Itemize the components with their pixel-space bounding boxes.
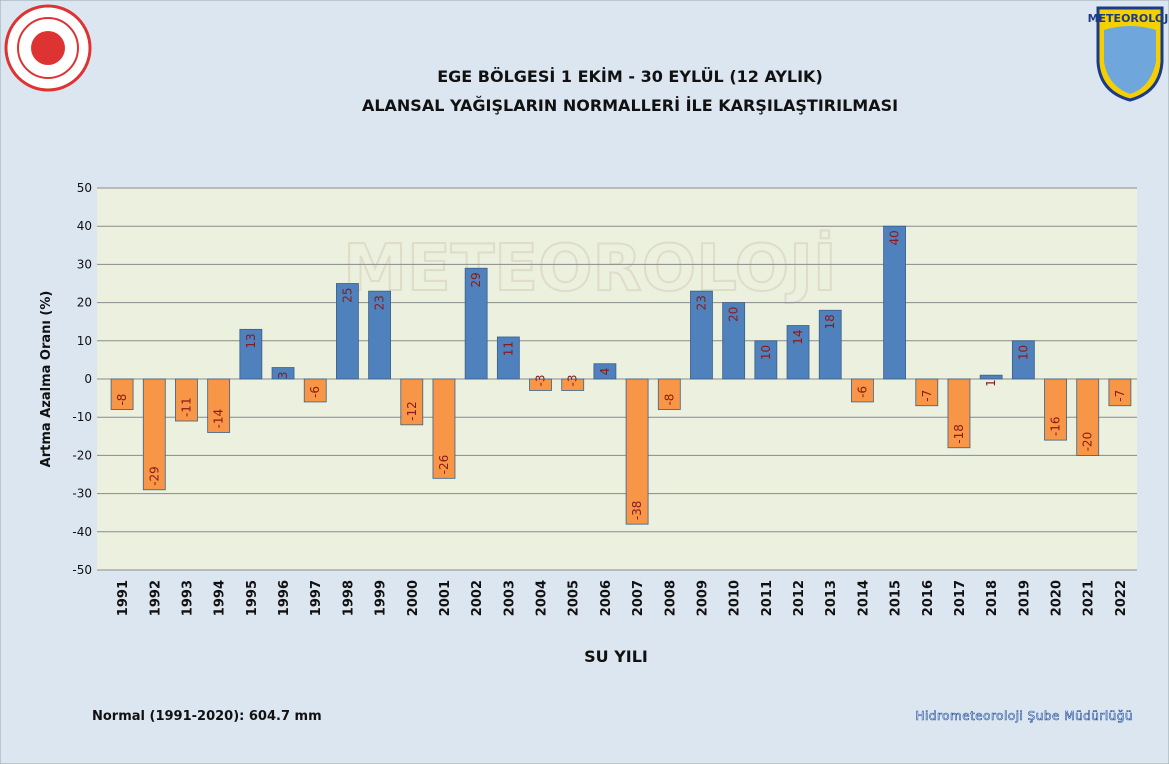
- y-tick-label: 0: [84, 372, 92, 386]
- data-label: -8: [662, 394, 676, 406]
- data-label: -14: [212, 409, 226, 429]
- y-tick-label: -20: [72, 448, 92, 462]
- x-tick-label: 2010: [728, 580, 743, 616]
- data-label: -12: [405, 401, 419, 421]
- y-tick-label: 40: [77, 219, 92, 233]
- watermark: METEOROLOJİ: [343, 230, 836, 306]
- y-axis-label: Artma Azalma Oranı (%): [39, 291, 54, 468]
- chart-title: EGE BÖLGESİ 1 EKİM - 30 EYLÜL (12 AYLIK): [437, 67, 823, 86]
- data-label: -16: [1049, 417, 1063, 437]
- bar: [884, 226, 906, 379]
- y-tick-label: -10: [72, 410, 92, 424]
- data-label: 3: [276, 372, 290, 380]
- x-tick-label: 1998: [341, 580, 356, 616]
- x-tick-label: 1992: [148, 580, 163, 616]
- data-label: 29: [469, 272, 483, 287]
- y-tick-label: 10: [77, 334, 92, 348]
- x-tick-label: 1991: [116, 580, 131, 616]
- x-tick-label: 1999: [374, 580, 389, 616]
- x-tick-label: 2004: [535, 580, 550, 616]
- data-label: 20: [727, 307, 741, 322]
- x-tick-label: 2011: [760, 580, 775, 616]
- data-label: -6: [855, 386, 869, 398]
- x-tick-label: 2009: [695, 580, 710, 616]
- chart: METEOROLOJİ METEOROLOJİ EGE BÖLGESİ 1 EK…: [0, 0, 1169, 764]
- data-label: 10: [1016, 345, 1030, 360]
- x-tick-label: 2012: [792, 580, 807, 616]
- page: METEOROLOJİ METEOROLOJİ EGE BÖLGESİ 1 EK…: [0, 0, 1169, 764]
- data-label: -11: [179, 397, 193, 417]
- data-label: 25: [340, 288, 354, 303]
- data-label: -3: [534, 374, 548, 386]
- data-label: -26: [437, 455, 451, 475]
- data-label: 10: [759, 345, 773, 360]
- y-tick-label: -50: [72, 563, 92, 577]
- data-label: -38: [630, 501, 644, 521]
- data-label: 14: [791, 330, 805, 345]
- x-tick-label: 2020: [1050, 580, 1065, 616]
- y-tick-label: -30: [72, 487, 92, 501]
- data-label: 1: [984, 379, 998, 387]
- credit: Hidrometeoroloji Şube Müdürlüğü: [916, 709, 1133, 723]
- y-tick-label: 50: [77, 181, 92, 195]
- chart-subtitle: ALANSAL YAĞIŞLARIN NORMALLERİ İLE KARŞIL…: [362, 96, 898, 115]
- x-tick-label: 2014: [856, 580, 871, 616]
- x-tick-label: 1994: [213, 580, 228, 616]
- x-tick-label: 2003: [502, 580, 517, 616]
- data-label: 40: [888, 230, 902, 245]
- x-tick-label: 2001: [438, 580, 453, 616]
- x-tick-label: 2008: [663, 580, 678, 616]
- logo-text: METEOROLOJİ: [1088, 11, 1169, 25]
- x-tick-label: 1996: [277, 580, 292, 616]
- note: Normal (1991-2020): 604.7 mm: [92, 709, 322, 724]
- x-tick-label: 2007: [631, 580, 646, 616]
- data-label: 4: [598, 368, 612, 376]
- x-tick-label: 2022: [1114, 580, 1129, 616]
- x-tick-label: 2019: [1017, 580, 1032, 616]
- data-label: -7: [1113, 390, 1127, 402]
- x-tick-label: 2021: [1082, 580, 1097, 616]
- data-label: -18: [952, 424, 966, 444]
- x-tick-label: 1993: [180, 580, 195, 616]
- data-label: -3: [566, 374, 580, 386]
- data-label: -6: [308, 386, 322, 398]
- data-label: 23: [373, 295, 387, 310]
- data-label: -8: [115, 394, 129, 406]
- x-tick-label: 1997: [309, 580, 324, 616]
- x-tick-label: 2016: [921, 580, 936, 616]
- x-tick-label: 2000: [406, 580, 421, 616]
- x-tick-label: 2018: [985, 580, 1000, 616]
- data-label: -29: [147, 466, 161, 486]
- bar: [980, 375, 1002, 379]
- y-tick-label: 30: [77, 257, 92, 271]
- data-label: 23: [694, 295, 708, 310]
- data-label: -20: [1081, 432, 1095, 452]
- data-label: -7: [920, 390, 934, 402]
- data-label: 18: [823, 314, 837, 329]
- x-tick-label: 2006: [599, 580, 614, 616]
- x-tick-label: 2017: [953, 580, 968, 616]
- data-label: 13: [244, 333, 258, 348]
- x-tick-label: 2002: [470, 580, 485, 616]
- x-tick-label: 1995: [245, 580, 260, 616]
- y-tick-label: -40: [72, 525, 92, 539]
- x-axis-label: SU YILI: [584, 647, 648, 666]
- x-tick-label: 2005: [567, 580, 582, 616]
- x-tick-label: 2015: [889, 580, 904, 616]
- x-tick-label: 2013: [824, 580, 839, 616]
- left-seal: [6, 6, 90, 90]
- data-label: 11: [501, 341, 515, 356]
- y-tick-label: 20: [77, 296, 92, 310]
